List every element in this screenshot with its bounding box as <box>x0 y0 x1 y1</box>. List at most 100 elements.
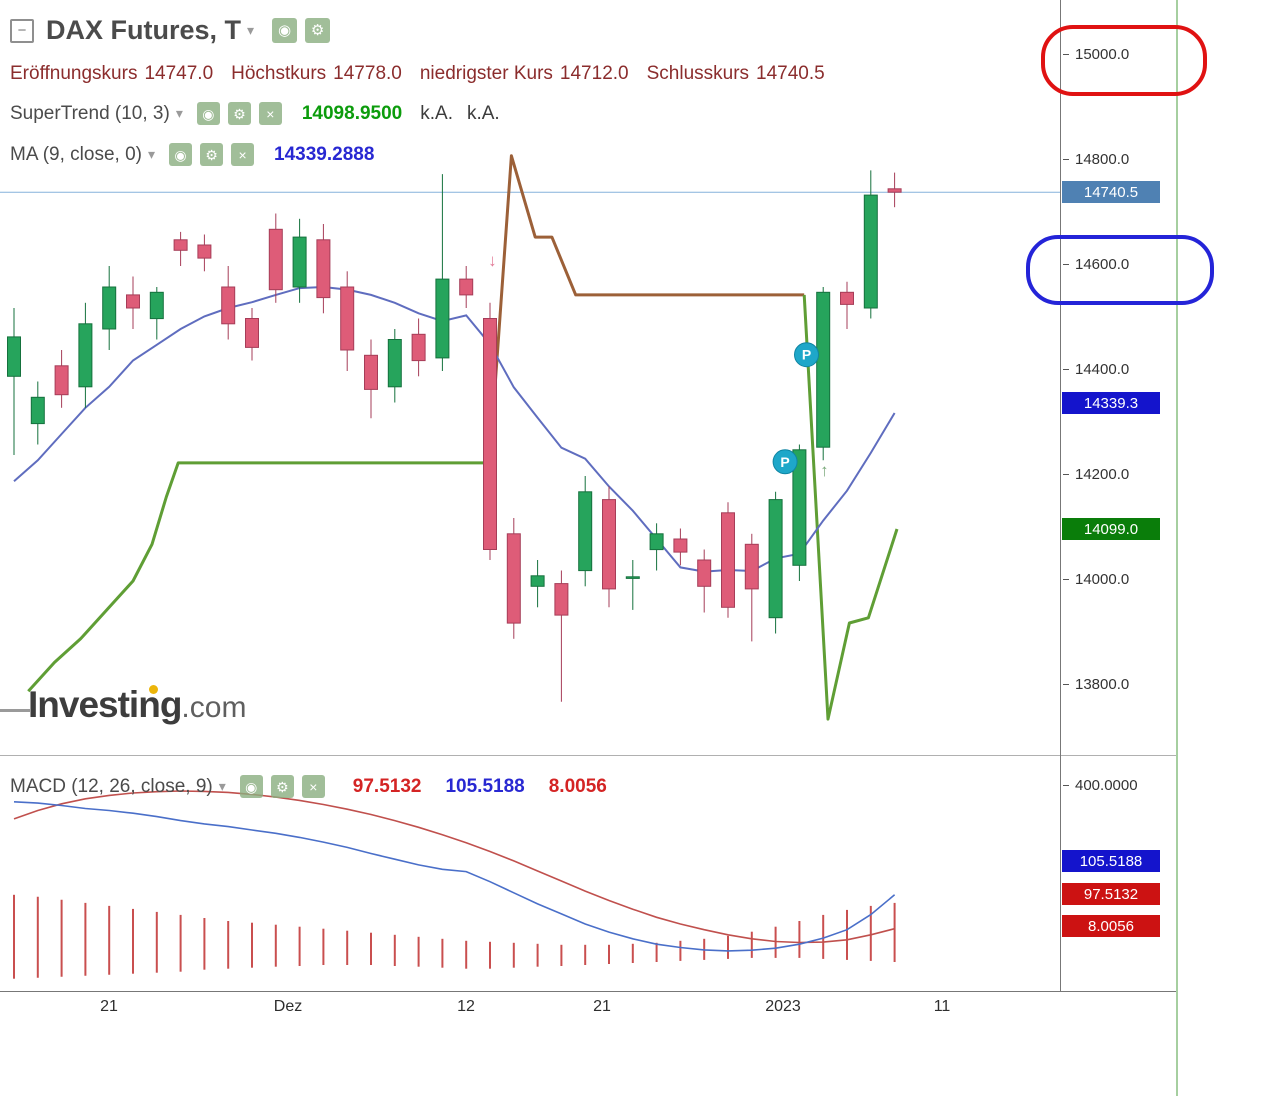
macd-tick-label: 400.0000 <box>1063 777 1138 794</box>
tick-dash-icon <box>1063 369 1069 370</box>
supertrend-line <box>27 154 899 721</box>
visibility-glyph: ◉ <box>174 146 187 163</box>
supertrend-close-icon[interactable]: × <box>258 102 282 125</box>
price-tick-label: 13800.0 <box>1063 676 1129 693</box>
macd-value-tag: 8.0056 <box>1062 915 1160 937</box>
tick-dash-icon <box>1063 579 1069 580</box>
symbol-dropdown-icon[interactable]: ▾ <box>247 22 255 38</box>
watermark-suffix: .com <box>181 691 247 724</box>
high-value: 14778.0 <box>333 63 402 84</box>
collapse-chart-icon[interactable]: − <box>10 18 34 43</box>
price-tag: 14099.0 <box>1062 518 1160 540</box>
gear-glyph: ⚙ <box>310 22 325 39</box>
macd-close-icon[interactable]: × <box>301 775 325 798</box>
time-axis-label: 12 <box>457 998 475 1015</box>
ma-close-icon[interactable]: × <box>231 143 255 166</box>
time-axis-label: 21 <box>593 998 611 1015</box>
macd-value-tag: 105.5188 <box>1062 850 1160 872</box>
close-glyph: × <box>309 778 318 795</box>
price-axis-line <box>1060 0 1061 992</box>
close-glyph: × <box>266 105 275 122</box>
supertrend-label: SuperTrend (10, 3) <box>10 102 170 124</box>
low-value: 14712.0 <box>559 63 629 84</box>
chart-settings-icon[interactable]: ⚙ <box>305 18 331 43</box>
svg-text:↑: ↑ <box>820 461 829 480</box>
macd-row: MACD (12, 26, close, 9) ▾ ◉ ⚙ × 97.5132 … <box>10 775 607 798</box>
macd-dropdown-icon[interactable]: ▾ <box>218 778 226 794</box>
symbol-title: DAX Futures, T <box>46 15 242 45</box>
high-label: Höchstkurs <box>231 63 327 84</box>
price-chart-canvas[interactable]: ↓↑PP <box>0 0 1060 992</box>
svg-text:P: P <box>802 347 811 363</box>
svg-text:P: P <box>780 454 789 470</box>
price-tick-label: 14400.0 <box>1063 361 1129 378</box>
macd-value-3: 8.0056 <box>548 775 607 797</box>
macd-value-1: 97.5132 <box>352 775 422 797</box>
price-tick-label: 14000.0 <box>1063 571 1129 588</box>
time-axis-label: 2023 <box>765 998 801 1015</box>
price-tag: 14339.3 <box>1062 392 1160 414</box>
chart-visibility-icon[interactable]: ◉ <box>272 18 298 43</box>
tick-dash-icon <box>1063 785 1069 786</box>
supertrend-visibility-icon[interactable]: ◉ <box>196 102 220 125</box>
highlight-ellipse-annotation <box>1026 235 1214 305</box>
visibility-glyph: ◉ <box>245 778 258 795</box>
signal-markers: ↓↑ <box>488 251 829 480</box>
gear-glyph: ⚙ <box>233 105 246 122</box>
visibility-glyph: ◉ <box>278 22 292 39</box>
price-tick-label: 14800.0 <box>1063 151 1129 168</box>
macd-visibility-icon[interactable]: ◉ <box>239 775 263 798</box>
ohlc-row: Eröffnungskurs 14747.0 Höchstkurs 14778.… <box>10 63 825 85</box>
price-tag: 14740.5 <box>1062 181 1160 203</box>
supertrend-settings-icon[interactable]: ⚙ <box>227 102 251 125</box>
price-tick-label: 14600.0 <box>1063 256 1129 273</box>
macd-value-tag: 97.5132 <box>1062 883 1160 905</box>
svg-text:↓: ↓ <box>488 251 497 270</box>
macd-histogram <box>13 894 896 979</box>
price-tick-label: 14200.0 <box>1063 466 1129 483</box>
time-axis-line <box>0 991 1176 992</box>
gear-glyph: ⚙ <box>276 778 289 795</box>
ma-row: MA (9, close, 0) ▾ ◉ ⚙ × 14339.2888 <box>10 143 374 166</box>
ma-visibility-icon[interactable]: ◉ <box>169 143 193 166</box>
supertrend-extra2: k.A. <box>466 102 500 124</box>
macd-main-line <box>13 801 896 952</box>
close-glyph: × <box>238 146 247 163</box>
open-label: Eröffnungskurs <box>10 63 138 84</box>
symbol-header: − DAX Futures, T ▾ ◉ ⚙ <box>10 15 331 46</box>
visibility-glyph: ◉ <box>202 105 215 122</box>
macd-value-2: 105.5188 <box>445 775 525 797</box>
watermark-brand: Investing <box>28 684 182 725</box>
pane-divider[interactable] <box>0 755 1176 756</box>
watermark: Investing .com <box>0 684 246 734</box>
time-axis-label: 11 <box>933 998 951 1015</box>
macd-settings-icon[interactable]: ⚙ <box>270 775 294 798</box>
position-badges[interactable]: PP <box>772 342 819 475</box>
ma-value: 14339.2888 <box>274 143 375 165</box>
time-axis-label: Dez <box>273 998 303 1015</box>
ma-label: MA (9, close, 0) <box>10 143 142 165</box>
macd-label: MACD (12, 26, close, 9) <box>10 775 213 797</box>
low-label: niedrigster Kurs <box>419 63 553 84</box>
time-axis-label: 21 <box>100 998 118 1015</box>
ma-settings-icon[interactable]: ⚙ <box>200 143 224 166</box>
close-value: 14740.5 <box>756 63 825 84</box>
candles-layer[interactable] <box>7 170 902 702</box>
watermark-dot-icon <box>149 685 158 694</box>
supertrend-value: 14098.9500 <box>301 102 403 124</box>
tick-dash-icon <box>1063 159 1069 160</box>
open-value: 14747.0 <box>144 63 214 84</box>
supertrend-dropdown-icon[interactable]: ▾ <box>175 105 183 121</box>
gear-glyph: ⚙ <box>205 146 218 163</box>
right-edge-strip <box>1176 0 1178 1096</box>
watermark-dash <box>0 709 30 712</box>
collapse-glyph: − <box>17 22 27 39</box>
tick-dash-icon <box>1063 684 1069 685</box>
tick-dash-icon <box>1063 474 1069 475</box>
ma-dropdown-icon[interactable]: ▾ <box>148 146 156 162</box>
supertrend-row: SuperTrend (10, 3) ▾ ◉ ⚙ × 14098.9500 k.… <box>10 102 500 125</box>
close-label: Schlusskurs <box>646 63 750 84</box>
highlight-ellipse-annotation <box>1041 25 1207 96</box>
supertrend-extra1: k.A. <box>420 102 453 124</box>
